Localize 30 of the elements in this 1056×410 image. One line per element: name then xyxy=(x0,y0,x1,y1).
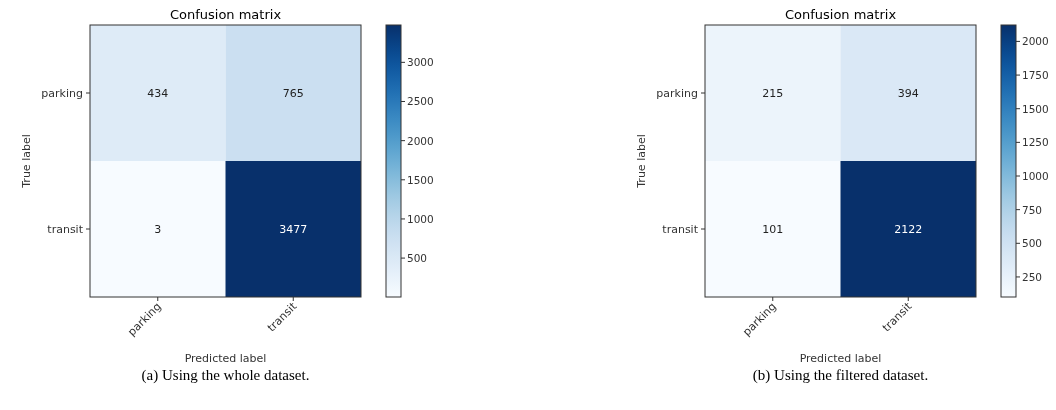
color-bar-label: 2000 xyxy=(407,134,434,147)
data-label: 215 xyxy=(762,87,784,100)
text: (b) Using the filtered dataset. xyxy=(752,367,929,384)
data-label: 394 xyxy=(897,87,919,100)
color-bar-label: 1250 xyxy=(1022,136,1049,149)
color-bar-label: 500 xyxy=(407,252,428,265)
data-label: 101 xyxy=(762,223,784,236)
data-label: 765 xyxy=(282,87,304,100)
color-bar-label: 1500 xyxy=(1022,102,1049,115)
chart-title: Confusion matrix xyxy=(784,7,897,22)
color-bar-label: 1000 xyxy=(407,212,434,225)
data-label: 3 xyxy=(154,223,162,236)
color-bar-label: 1000 xyxy=(1022,170,1049,183)
x-axis-title: Predicted label xyxy=(184,352,267,365)
data-label: 2122 xyxy=(894,223,923,236)
color-bar-label: 2000 xyxy=(1022,35,1049,48)
color-bar-label: 1500 xyxy=(407,173,434,186)
color-bar-label: 3000 xyxy=(407,56,434,69)
data-label: 3477 xyxy=(279,223,308,236)
color-bar-label: 250 xyxy=(1022,270,1043,283)
y-axis-title: True label xyxy=(635,134,648,189)
x-axis-title: Predicted label xyxy=(799,352,882,365)
data-label: 434 xyxy=(147,87,169,100)
color-bar-label: 1750 xyxy=(1022,69,1049,82)
color-bar-label: 500 xyxy=(1022,237,1043,250)
text: (a) Using the whole dataset. xyxy=(141,367,310,384)
color-bar-label: 2500 xyxy=(407,95,434,108)
color-bar-label: 750 xyxy=(1022,203,1043,216)
y-axis-title: True label xyxy=(20,134,33,189)
chart-title: Confusion matrix xyxy=(169,7,282,22)
